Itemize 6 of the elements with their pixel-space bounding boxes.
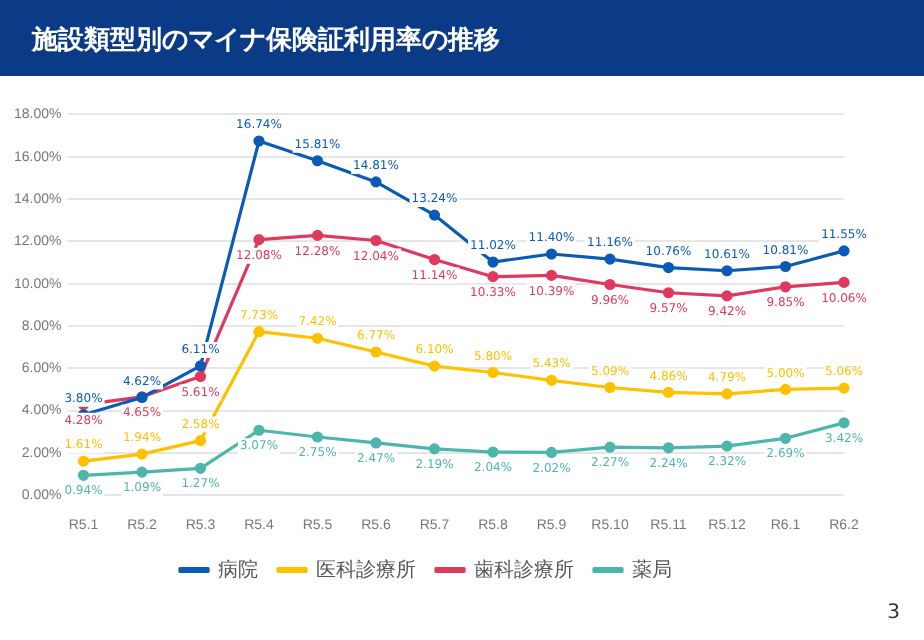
legend-label: 病院 xyxy=(218,557,258,582)
legend-label: 医科診療所 xyxy=(316,557,416,582)
legend-label: 薬局 xyxy=(632,557,672,582)
text: 3 xyxy=(887,602,900,624)
chart-title: 施設類型別のマイナ保険証利用率の推移 xyxy=(32,23,500,58)
legend-label: 歯科診療所 xyxy=(474,557,574,582)
